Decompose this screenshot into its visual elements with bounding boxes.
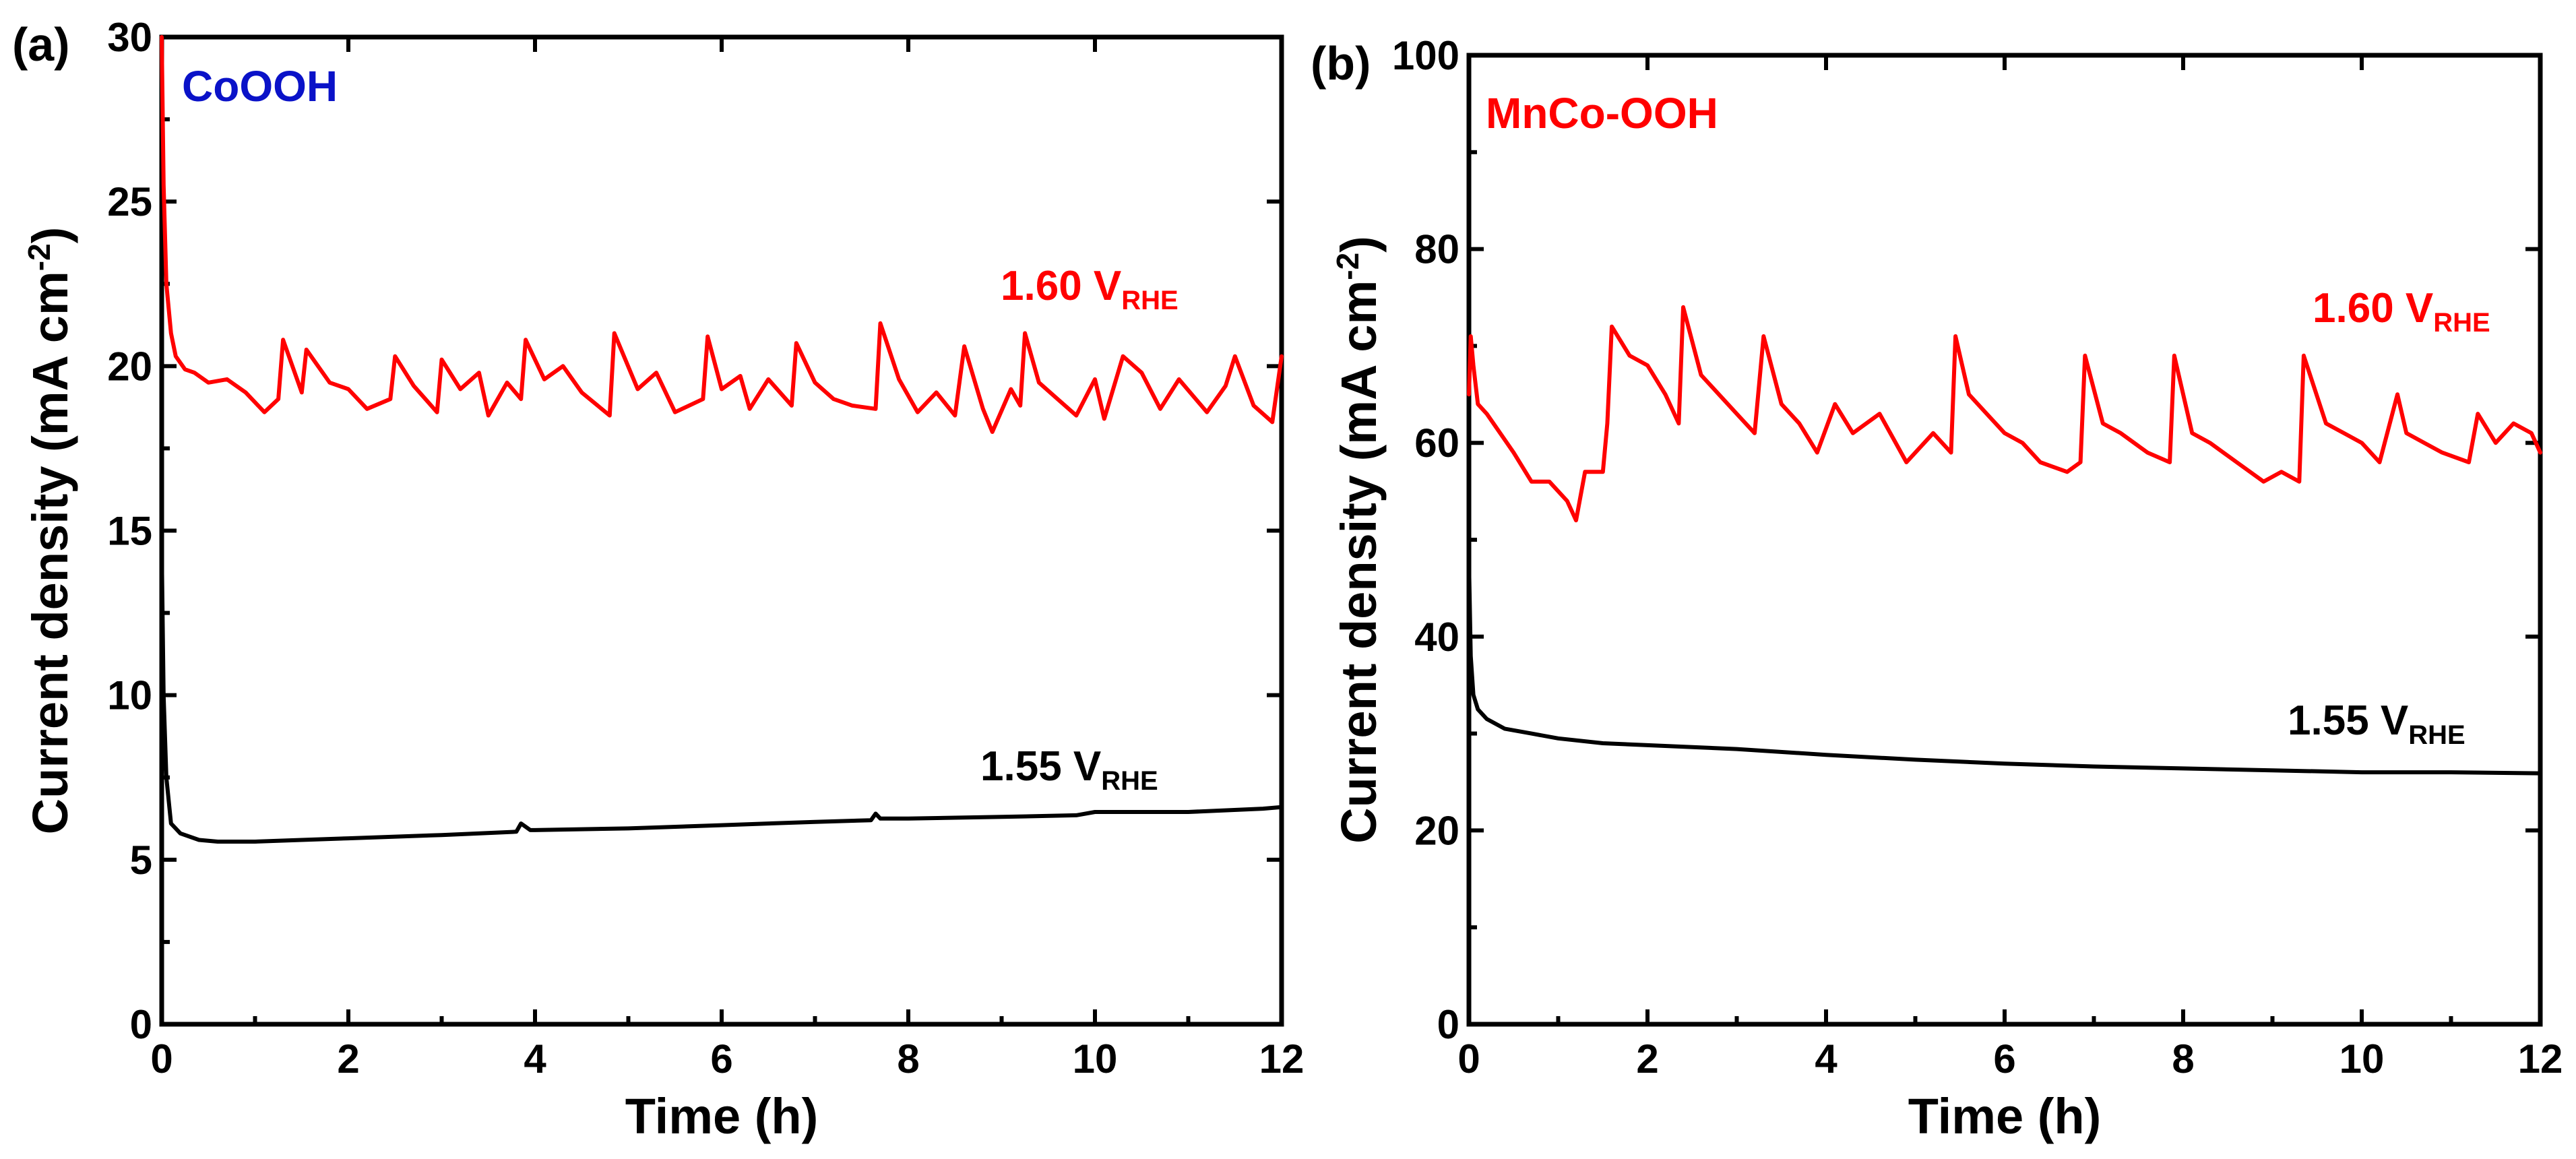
x-tick-label: 0 <box>150 1036 172 1082</box>
y-tick-label: 5 <box>130 838 152 883</box>
panel-label: (a) <box>12 18 70 71</box>
y-tick-label: 0 <box>1437 1002 1459 1047</box>
x-tick-label: 0 <box>1457 1036 1480 1082</box>
series-annotation: 1.60 VRHE <box>1001 263 1179 315</box>
y-axis-title-sup: -2 <box>1330 253 1365 280</box>
x-tick-label: 6 <box>710 1036 732 1082</box>
sample-label: CoOOH <box>182 62 338 111</box>
y-tick-label: 30 <box>107 15 152 60</box>
x-tick-label: 10 <box>1073 1036 1118 1082</box>
series-annotation-sub: RHE <box>1121 286 1178 315</box>
series-annotation-main: 1.55 V <box>2288 697 2408 744</box>
y-axis-title-close: ) <box>1331 236 1387 253</box>
y-axis-title-sup: -2 <box>22 243 57 271</box>
y-axis-title-main: Current density (mA cm <box>1331 280 1387 844</box>
plot-frame <box>159 34 1284 1027</box>
plot-frame <box>1466 53 2543 1027</box>
x-tick-label: 4 <box>524 1036 546 1082</box>
series-annotation: 1.55 VRHE <box>980 743 1158 796</box>
y-tick-label: 20 <box>107 344 152 389</box>
series-line-low-potential <box>160 544 1284 844</box>
series-annotation-sub: RHE <box>2408 720 2465 750</box>
x-tick-label: 10 <box>2339 1036 2385 1082</box>
y-tick-label: 60 <box>1414 420 1459 466</box>
x-tick-label: 8 <box>897 1036 919 1082</box>
y-axis-title-main: Current density (mA cm <box>22 271 78 834</box>
y-axis-title: Current density (mA cm-2) <box>1330 236 1387 844</box>
x-tick-label: 12 <box>1259 1036 1305 1082</box>
series-annotation: 1.60 VRHE <box>2313 285 2490 338</box>
x-tick-label: 6 <box>1993 1036 2015 1082</box>
y-axis-title: Current density (mA cm-2) <box>22 227 78 835</box>
y-axis-title-close: ) <box>22 227 78 244</box>
series-line-high-potential <box>1467 305 2542 523</box>
series-annotation-sub: RHE <box>1101 766 1158 796</box>
y-tick-label: 25 <box>107 179 152 224</box>
sample-label: MnCo-OOH <box>1486 89 1718 137</box>
series-annotation-main: 1.60 V <box>2313 285 2433 332</box>
y-tick-label: 20 <box>1414 808 1459 853</box>
x-tick-label: 8 <box>2172 1036 2194 1082</box>
x-tick-label: 2 <box>1636 1036 1658 1082</box>
y-tick-label: 0 <box>130 1002 152 1047</box>
y-tick-label: 40 <box>1414 615 1459 660</box>
x-axis-title: Time (h) <box>625 1088 818 1144</box>
series-annotation-sub: RHE <box>2433 308 2490 338</box>
y-tick-label: 80 <box>1414 227 1459 272</box>
y-tick-label: 10 <box>107 673 152 718</box>
series-line-low-potential <box>1467 557 2542 776</box>
series-line-high-potential <box>160 35 1284 434</box>
series-annotation-main: 1.60 V <box>1001 263 1121 309</box>
y-tick-label: 100 <box>1392 33 1459 78</box>
panel-label: (b) <box>1311 37 1371 90</box>
x-tick-label: 12 <box>2518 1036 2563 1082</box>
series-annotation-main: 1.55 V <box>980 743 1101 790</box>
x-tick-label: 4 <box>1815 1036 1837 1082</box>
x-axis-title: Time (h) <box>1908 1088 2101 1144</box>
y-tick-label: 15 <box>107 509 152 554</box>
x-tick-label: 2 <box>337 1036 359 1082</box>
series-annotation: 1.55 VRHE <box>2288 697 2465 750</box>
